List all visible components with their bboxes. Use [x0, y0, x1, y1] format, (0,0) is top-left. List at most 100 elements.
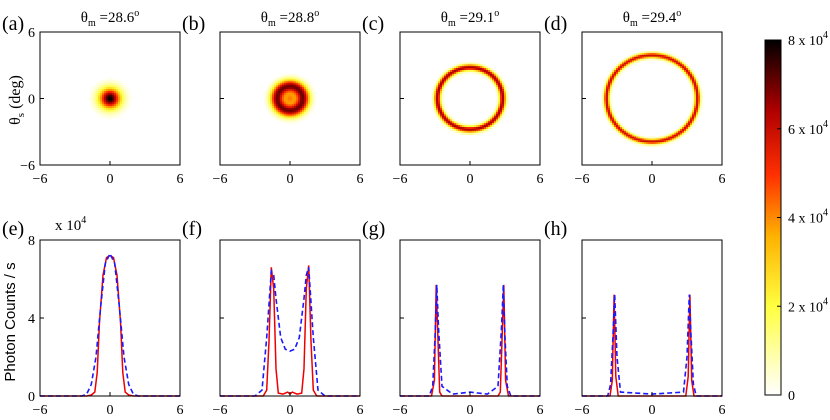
heatmap-cell	[664, 144, 667, 147]
heatmap-cell	[670, 62, 673, 65]
heatmap-cell	[454, 66, 457, 69]
heatmap-cell	[648, 142, 651, 145]
panel-title: θm =29.4o	[623, 8, 681, 29]
heatmap-cell	[314, 98, 317, 101]
heatmap-cell	[610, 109, 613, 113]
heatmap-cell	[296, 94, 299, 97]
heatmap-cell	[450, 115, 453, 118]
heatmap-cell	[438, 104, 441, 107]
heatmap-cell	[684, 130, 687, 134]
heatmap-xtick-label: 0	[467, 172, 474, 187]
heatmap-cell	[100, 83, 103, 86]
heatmap-cell	[692, 125, 695, 128]
heatmap-cell	[616, 128, 619, 132]
heatmap-cell	[494, 85, 497, 88]
heatmap-cell	[436, 100, 439, 103]
heatmap-cell	[504, 83, 507, 86]
heatmap-cell	[488, 127, 491, 130]
heatmap-cell	[104, 83, 107, 86]
heatmap-cell	[502, 102, 505, 105]
heatmap-cell	[692, 102, 695, 105]
heatmap-cell	[480, 71, 483, 75]
heatmap-cell	[114, 85, 117, 88]
heatmap-cell	[496, 73, 499, 77]
heatmap-cell	[298, 87, 301, 90]
heatmap-cell	[298, 75, 301, 78]
heatmap-cell	[272, 106, 275, 109]
heatmap-cell	[606, 115, 609, 118]
heatmap-cell	[652, 144, 655, 147]
heatmap-cell	[470, 68, 473, 71]
heatmap-cell	[682, 125, 685, 128]
heatmap-cell	[310, 89, 313, 92]
heatmap-cell	[272, 90, 275, 94]
heatmap-cell	[660, 136, 663, 139]
heatmap-cell	[272, 104, 275, 107]
heatmap-cell	[284, 109, 287, 113]
heatmap-cell	[480, 70, 483, 73]
heatmap-cell	[282, 96, 285, 99]
heatmap-cell	[112, 111, 115, 115]
heatmap-cell	[698, 87, 701, 90]
heatmap-cell	[286, 77, 289, 80]
heatmap-cell	[462, 127, 465, 130]
heatmap-cell	[686, 75, 689, 78]
heatmap-cell	[624, 60, 627, 63]
heatmap-cell	[106, 115, 109, 118]
heatmap-cell	[664, 52, 667, 56]
heatmap-cell	[468, 132, 471, 135]
heatmap-cell	[450, 68, 453, 71]
heatmap-cell	[674, 130, 677, 134]
heatmap-cell	[264, 94, 267, 97]
heatmap-cell	[292, 115, 295, 118]
heatmap-cell	[472, 130, 475, 134]
heatmap-cell	[492, 115, 495, 118]
heatmap-cell	[434, 109, 437, 113]
heatmap-cell	[682, 130, 685, 134]
heatmap-cell	[620, 66, 623, 69]
heatmap-cell	[446, 70, 449, 73]
heatmap-cell	[120, 108, 123, 111]
heatmap-cell	[444, 81, 447, 84]
heatmap-cell	[94, 96, 97, 99]
heatmap-cell	[296, 113, 299, 116]
heatmap-cell	[624, 128, 627, 132]
heatmap-cell	[292, 100, 295, 103]
heatmap-cell	[476, 123, 479, 126]
heatmap-cell	[300, 87, 303, 90]
heatmap-cell	[442, 117, 445, 120]
heatmap-cell	[130, 98, 133, 101]
heatmap-cell	[652, 58, 655, 61]
panel-label: (a)	[2, 13, 24, 35]
heatmap-cell	[96, 94, 99, 97]
heatmap-cell	[496, 75, 499, 78]
heatmap-cell	[678, 66, 681, 69]
heatmap-cell	[658, 140, 661, 143]
line-xtick-label: −6	[213, 403, 228, 418]
heatmap-cell	[680, 70, 683, 73]
heatmap-cell	[102, 111, 105, 115]
heatmap-cell	[696, 90, 699, 94]
heatmap-cell	[272, 115, 275, 118]
heatmap-cell	[620, 130, 623, 134]
heatmap-cell	[614, 77, 617, 80]
heatmap-cell	[608, 96, 611, 99]
heatmap-cell	[102, 89, 105, 92]
heatmap-image	[602, 51, 703, 147]
heatmap-cell	[308, 98, 311, 101]
heatmap-cell	[114, 106, 117, 109]
heatmap-cell	[694, 77, 697, 80]
heatmap-cell	[602, 90, 605, 94]
heatmap-cell	[632, 60, 635, 63]
heatmap-cell	[278, 92, 281, 96]
heatmap-cell	[280, 119, 283, 122]
heatmap-cell	[116, 109, 119, 113]
heatmap-cell	[502, 81, 505, 84]
heatmap-cell	[306, 100, 309, 103]
heatmap-cell	[300, 117, 303, 120]
heatmap-cell	[656, 142, 659, 145]
heatmap-cell	[440, 109, 443, 113]
heatmap-cell	[484, 127, 487, 130]
heatmap-cell	[98, 113, 101, 116]
